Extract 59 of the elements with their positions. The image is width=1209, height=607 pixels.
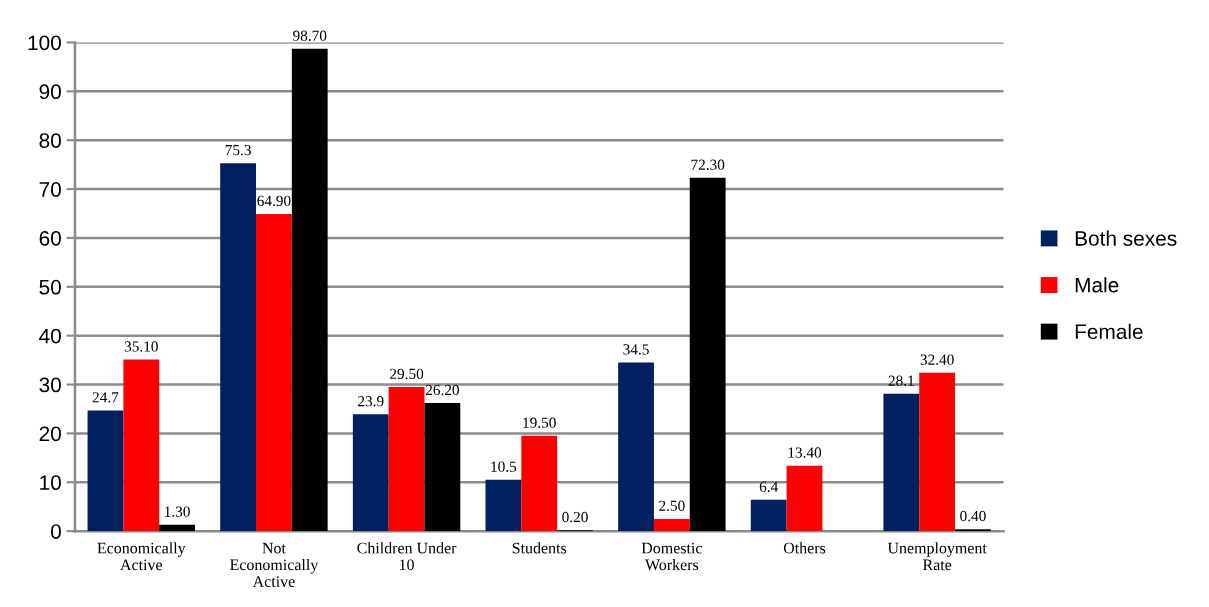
data-label: 1.30 <box>165 506 190 517</box>
bar <box>291 48 328 532</box>
bar <box>388 386 425 532</box>
x-tick-label: Not Economically Active <box>230 542 319 587</box>
data-label: 13.40 <box>788 447 822 458</box>
data-label: 98.70 <box>293 30 327 41</box>
x-tick-label: Others <box>783 542 826 554</box>
data-label: 75.3 <box>225 144 251 156</box>
data-label: 28.1 <box>888 375 914 386</box>
data-label: 35.10 <box>124 341 158 352</box>
y-tick-label: 0 <box>50 524 61 539</box>
data-label: 19.50 <box>523 417 556 428</box>
bar <box>352 414 389 532</box>
data-label: 0.20 <box>562 511 588 523</box>
bar <box>653 518 690 532</box>
bar <box>618 362 654 532</box>
data-label: 72.30 <box>691 159 725 170</box>
bar <box>485 479 522 532</box>
y-tick-label: 30 <box>39 377 61 393</box>
y-tick-label: 70 <box>39 182 61 197</box>
x-tick-label: Economically Active <box>97 542 186 571</box>
bar <box>919 372 956 532</box>
data-label: 2.50 <box>659 500 685 511</box>
data-label: 32.40 <box>920 354 954 365</box>
bar <box>883 393 920 532</box>
data-label: 34.5 <box>623 344 649 355</box>
legend-label: Female <box>1075 323 1143 340</box>
bar <box>424 403 461 532</box>
x-tick-label: Unemployment Rate <box>887 542 987 571</box>
y-tick-label: 10 <box>40 475 61 491</box>
bar <box>256 214 292 532</box>
y-tick-label: 80 <box>39 133 61 148</box>
data-label: 6.4 <box>759 481 778 492</box>
bar <box>521 435 558 532</box>
y-tick-label: 20 <box>39 426 61 442</box>
bar <box>750 499 787 532</box>
data-label: 26.20 <box>425 384 459 396</box>
y-tick-label: 50 <box>39 279 61 295</box>
data-label: 29.50 <box>390 368 424 380</box>
y-tick-label: 90 <box>39 84 61 100</box>
x-tick-label: Children Under 10 <box>357 542 457 571</box>
data-label: 64.90 <box>257 195 291 207</box>
bar <box>689 177 726 532</box>
data-label: 23.9 <box>358 396 384 407</box>
legend-label: Both sexes <box>1075 230 1177 246</box>
legend-label: Male <box>1075 277 1119 293</box>
y-tick-label: 60 <box>39 230 61 246</box>
x-tick-label: Domestic Workers <box>641 542 702 571</box>
data-label: 0.40 <box>960 510 986 522</box>
data-label: 24.7 <box>92 392 119 403</box>
bar <box>786 465 823 532</box>
bar <box>220 163 257 532</box>
y-tick-label: 100 <box>28 35 61 51</box>
x-tick-label: Students <box>512 542 567 554</box>
bar <box>87 410 124 532</box>
y-tick-label: 40 <box>39 328 61 344</box>
bar <box>123 359 160 532</box>
data-label: 10.5 <box>491 461 517 472</box>
bar <box>159 524 195 532</box>
